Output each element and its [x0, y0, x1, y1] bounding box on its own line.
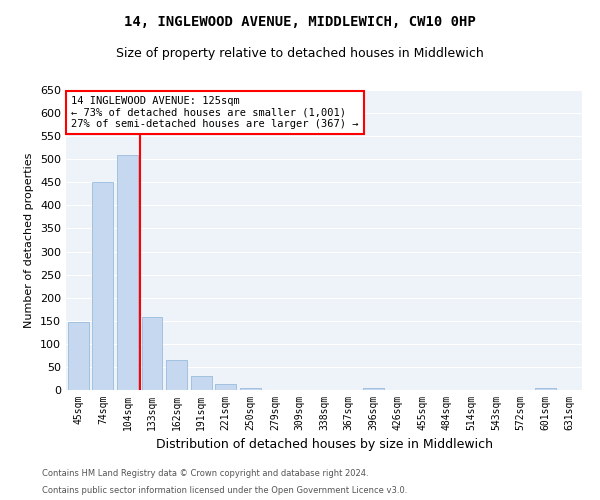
- Bar: [142, 317, 163, 390]
- Bar: [191, 376, 212, 390]
- Bar: [117, 154, 138, 390]
- Bar: [240, 388, 261, 390]
- Text: 14 INGLEWOOD AVENUE: 125sqm
← 73% of detached houses are smaller (1,001)
27% of : 14 INGLEWOOD AVENUE: 125sqm ← 73% of det…: [71, 96, 359, 129]
- X-axis label: Distribution of detached houses by size in Middlewich: Distribution of detached houses by size …: [155, 438, 493, 452]
- Bar: [362, 388, 383, 390]
- Bar: [535, 388, 556, 390]
- Bar: [68, 322, 89, 390]
- Text: 14, INGLEWOOD AVENUE, MIDDLEWICH, CW10 0HP: 14, INGLEWOOD AVENUE, MIDDLEWICH, CW10 0…: [124, 15, 476, 29]
- Bar: [92, 182, 113, 390]
- Bar: [166, 360, 187, 390]
- Text: Contains HM Land Registry data © Crown copyright and database right 2024.: Contains HM Land Registry data © Crown c…: [42, 468, 368, 477]
- Text: Contains public sector information licensed under the Open Government Licence v3: Contains public sector information licen…: [42, 486, 407, 495]
- Bar: [215, 384, 236, 390]
- Y-axis label: Number of detached properties: Number of detached properties: [25, 152, 34, 328]
- Text: Size of property relative to detached houses in Middlewich: Size of property relative to detached ho…: [116, 48, 484, 60]
